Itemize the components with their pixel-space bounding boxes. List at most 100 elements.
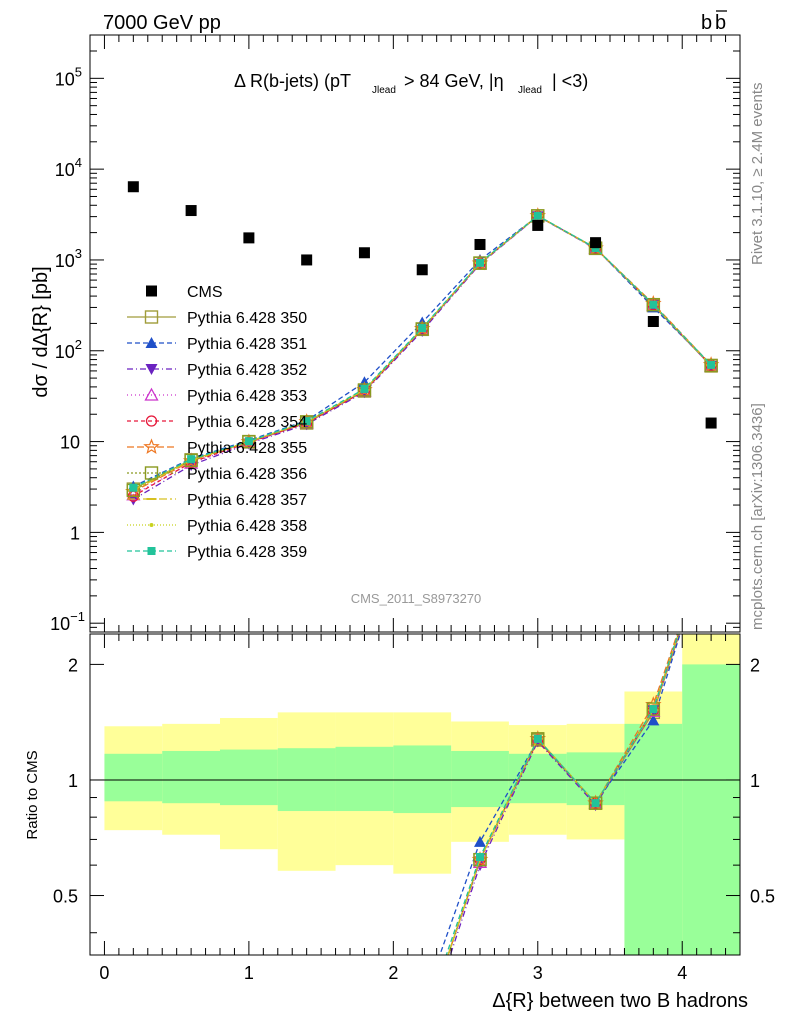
legend-marker	[149, 523, 154, 527]
x-tick-label: 2	[388, 963, 398, 983]
title-sub-1: Jlead	[372, 85, 396, 96]
main-axes: 10−1 1 10 102 103 104 105	[50, 34, 741, 634]
mc-point	[704, 358, 718, 373]
ratio-point	[591, 799, 600, 808]
mc-series-5	[127, 210, 717, 502]
ratio-point	[474, 835, 486, 847]
ratio-point	[471, 851, 489, 867]
rivet-version-label: Rivet 3.1.10, ≥ 2.4M events	[749, 83, 766, 266]
cms-data-point	[185, 205, 197, 217]
legend-label: Pythia 6.428 355	[187, 440, 307, 457]
mc-point	[242, 434, 256, 449]
y-tick-label: 102	[55, 337, 82, 362]
legend-entry: Pythia 6.428 359	[127, 544, 307, 561]
cms-data-point	[590, 237, 602, 249]
main-frame	[89, 34, 741, 633]
cms-data-point	[301, 254, 313, 266]
green-band-bin	[220, 749, 278, 806]
mc-point	[299, 415, 314, 429]
title-main: Δ R(b-jets) (pT	[234, 71, 351, 91]
green-band-bin	[104, 753, 163, 802]
legend-entry: Pythia 6.428 354	[127, 414, 307, 431]
mc-point	[707, 360, 716, 369]
legend-marker	[145, 337, 158, 348]
legend-marker	[146, 285, 157, 297]
svg-text:Δ R(b-jets) (pT: Δ R(b-jets) (pT	[234, 71, 351, 91]
legend-entry: Pythia 6.428 357	[127, 492, 307, 509]
legend-label: Pythia 6.428 352	[187, 362, 307, 379]
mc-point	[302, 417, 311, 426]
cms-data-point	[474, 238, 486, 250]
mc-point	[418, 324, 427, 333]
mc-point	[184, 453, 198, 468]
title-end: | <3)	[552, 71, 588, 91]
mc-line	[132, 215, 712, 501]
ratio-axes: 0.5 0.5 1 1 2 2 0 1 2 3 4	[53, 634, 775, 983]
y-tick-label: 105	[55, 64, 82, 89]
mc-series-3	[127, 211, 718, 506]
legend-entry: Pythia 6.428 356	[127, 466, 307, 483]
title-sub-2: Jlead	[518, 85, 542, 96]
ratio-panel: 0.5 0.5 1 1 2 2 0 1 2 3 4 Ratio to CMS Δ{R} betwee…	[24, 633, 775, 1012]
mc-point	[360, 384, 369, 393]
ratio-y-axis-label: Ratio to CMS	[24, 750, 41, 839]
y-tick-label: 103	[55, 246, 82, 271]
process-b-quark: b	[701, 12, 712, 34]
x-tick-label: 3	[533, 963, 543, 983]
x-tick-label: 0	[99, 963, 109, 983]
mc-point	[646, 297, 661, 312]
legend-label: Pythia 6.428 358	[187, 518, 307, 535]
ratio-plot-area	[90, 634, 740, 955]
mc-point	[649, 300, 658, 309]
process-b-antiquark: b	[715, 12, 726, 34]
ratio-point	[533, 734, 542, 743]
mc-point	[129, 483, 138, 492]
cms-data-point	[416, 264, 428, 276]
mc-point	[415, 322, 429, 336]
legend-label: CMS	[187, 284, 223, 301]
analysis-watermark: CMS_2011_S8973270	[351, 591, 482, 606]
beam-energy-label: 7000 GeV pp	[103, 12, 221, 34]
legend-entry: Pythia 6.428 351	[127, 336, 307, 353]
ratio-point	[588, 796, 603, 810]
legend-marker	[144, 466, 159, 480]
legend-label: Pythia 6.428 354	[187, 414, 307, 431]
mc-point	[244, 437, 253, 446]
mc-point	[533, 211, 542, 220]
legend-marker	[144, 387, 159, 401]
y-tick-label: 104	[55, 155, 82, 180]
title-mid: > 84 GeV, |η	[404, 71, 504, 91]
ratio-y-tick-label-right: 2	[750, 655, 760, 675]
legend-entry: Pythia 6.428 353	[127, 387, 307, 405]
ratio-frame	[89, 633, 741, 956]
green-band-bin	[162, 750, 220, 804]
green-band-bin	[393, 745, 452, 814]
mc-point	[473, 256, 487, 270]
legend-entry: Pythia 6.428 358	[127, 518, 307, 535]
x-tick-label: 4	[677, 963, 687, 983]
green-band-bin	[335, 746, 394, 812]
process-label: b b	[701, 10, 727, 34]
main-panel: 10−1 1 10 102 103 104 105 Δ R(b-jets) (pT Jlea…	[30, 34, 741, 634]
ratio-y-tick-label: 1	[68, 771, 78, 791]
uncertainty-bands	[104, 634, 740, 955]
legend-label: Pythia 6.428 351	[187, 336, 307, 353]
legend-entry: Pythia 6.428 350	[127, 310, 307, 327]
cms-data-point	[243, 232, 255, 244]
ratio-point	[476, 852, 484, 861]
legend-entry: CMS	[146, 284, 223, 301]
legend-entry: Pythia 6.428 355	[127, 438, 307, 457]
y-tick-label: 10	[60, 433, 80, 453]
mc-point	[187, 455, 196, 464]
legend-marker	[144, 310, 159, 324]
y-tick-label: 10−1	[50, 609, 85, 634]
legend-label: Pythia 6.428 350	[187, 310, 307, 327]
ratio-point	[646, 702, 661, 716]
main-plot-area	[125, 181, 720, 506]
ratio-y-tick-label: 2	[68, 655, 78, 675]
main-title: Δ R(b-jets) (pT Jlead > 84 GeV, |η Jlead…	[234, 71, 588, 96]
legend-label: Pythia 6.428 356	[187, 466, 307, 483]
legend-entry: Pythia 6.428 352	[127, 362, 307, 379]
mc-point	[476, 258, 484, 267]
